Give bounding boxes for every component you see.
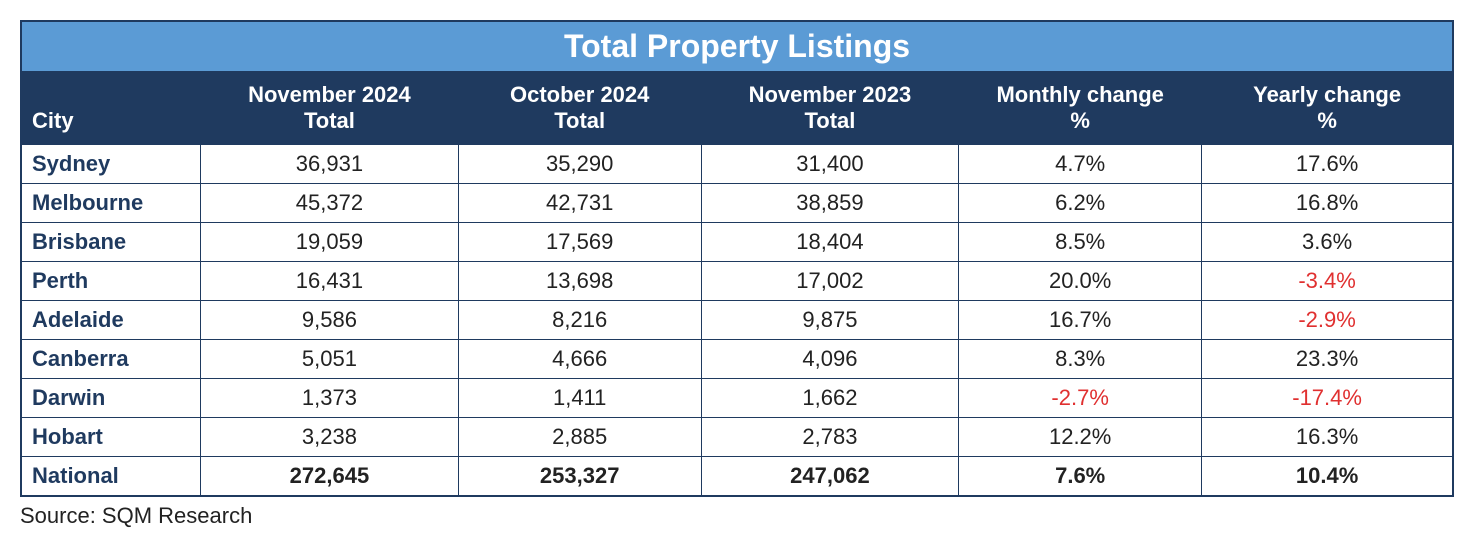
value-cell: 18,404 <box>701 223 958 262</box>
city-cell: Brisbane <box>22 223 201 262</box>
value-cell: 38,859 <box>701 184 958 223</box>
col-header-line1: October 2024 <box>510 82 649 107</box>
table-row: Hobart3,2382,8852,78312.2%16.3% <box>22 418 1452 457</box>
value-cell: 2,885 <box>458 418 701 457</box>
col-header-monthly: Monthly change % <box>959 72 1202 145</box>
monthly-change-cell: 4.7% <box>959 145 1202 184</box>
source-line: Source: SQM Research <box>20 503 1454 529</box>
table-body: Sydney36,93135,29031,4004.7%17.6%Melbour… <box>22 145 1452 496</box>
city-cell: Darwin <box>22 379 201 418</box>
value-cell: 35,290 <box>458 145 701 184</box>
yearly-change-cell: 10.4% <box>1202 457 1452 496</box>
monthly-change-cell: 12.2% <box>959 418 1202 457</box>
value-cell: 17,569 <box>458 223 701 262</box>
value-cell: 1,662 <box>701 379 958 418</box>
col-header-line2: Total <box>804 108 855 133</box>
value-cell: 31,400 <box>701 145 958 184</box>
value-cell: 42,731 <box>458 184 701 223</box>
col-header-yearly: Yearly change % <box>1202 72 1452 145</box>
col-header-line1: November 2023 <box>749 82 912 107</box>
listings-table: City November 2024 Total October 2024 To… <box>22 72 1452 495</box>
city-cell: Perth <box>22 262 201 301</box>
col-header-line2: % <box>1070 108 1090 133</box>
value-cell: 247,062 <box>701 457 958 496</box>
city-cell: Adelaide <box>22 301 201 340</box>
yearly-change-cell: 16.3% <box>1202 418 1452 457</box>
value-cell: 8,216 <box>458 301 701 340</box>
monthly-change-cell: -2.7% <box>959 379 1202 418</box>
table-row: Adelaide9,5868,2169,87516.7%-2.9% <box>22 301 1452 340</box>
value-cell: 16,431 <box>201 262 458 301</box>
value-cell: 9,875 <box>701 301 958 340</box>
value-cell: 1,373 <box>201 379 458 418</box>
yearly-change-cell: -3.4% <box>1202 262 1452 301</box>
value-cell: 253,327 <box>458 457 701 496</box>
monthly-change-cell: 7.6% <box>959 457 1202 496</box>
value-cell: 4,666 <box>458 340 701 379</box>
table-row: Canberra5,0514,6664,0968.3%23.3% <box>22 340 1452 379</box>
table-row: Melbourne45,37242,73138,8596.2%16.8% <box>22 184 1452 223</box>
col-header-line2: Total <box>304 108 355 133</box>
col-header-line1: November 2024 <box>248 82 411 107</box>
col-header-nov24: November 2024 Total <box>201 72 458 145</box>
value-cell: 272,645 <box>201 457 458 496</box>
value-cell: 13,698 <box>458 262 701 301</box>
city-cell: National <box>22 457 201 496</box>
monthly-change-cell: 8.5% <box>959 223 1202 262</box>
col-header-line2: % <box>1317 108 1337 133</box>
city-cell: Sydney <box>22 145 201 184</box>
table-header: City November 2024 Total October 2024 To… <box>22 72 1452 145</box>
value-cell: 36,931 <box>201 145 458 184</box>
value-cell: 5,051 <box>201 340 458 379</box>
value-cell: 9,586 <box>201 301 458 340</box>
city-cell: Melbourne <box>22 184 201 223</box>
col-header-nov23: November 2023 Total <box>701 72 958 145</box>
table-row: Sydney36,93135,29031,4004.7%17.6% <box>22 145 1452 184</box>
city-cell: Hobart <box>22 418 201 457</box>
col-header-line1: Monthly change <box>996 82 1163 107</box>
value-cell: 2,783 <box>701 418 958 457</box>
value-cell: 3,238 <box>201 418 458 457</box>
col-header-line2: Total <box>554 108 605 133</box>
col-header-line1: Yearly change <box>1253 82 1401 107</box>
col-header-city: City <box>22 72 201 145</box>
yearly-change-cell: -2.9% <box>1202 301 1452 340</box>
city-cell: Canberra <box>22 340 201 379</box>
yearly-change-cell: 3.6% <box>1202 223 1452 262</box>
value-cell: 4,096 <box>701 340 958 379</box>
table-title: Total Property Listings <box>22 22 1452 72</box>
table-row: Brisbane19,05917,56918,4048.5%3.6% <box>22 223 1452 262</box>
table-row: Perth16,43113,69817,00220.0%-3.4% <box>22 262 1452 301</box>
value-cell: 45,372 <box>201 184 458 223</box>
value-cell: 17,002 <box>701 262 958 301</box>
yearly-change-cell: 16.8% <box>1202 184 1452 223</box>
table-row: Darwin1,3731,4111,662-2.7%-17.4% <box>22 379 1452 418</box>
monthly-change-cell: 16.7% <box>959 301 1202 340</box>
monthly-change-cell: 6.2% <box>959 184 1202 223</box>
yearly-change-cell: -17.4% <box>1202 379 1452 418</box>
value-cell: 19,059 <box>201 223 458 262</box>
table-row: National272,645253,327247,0627.6%10.4% <box>22 457 1452 496</box>
property-listings-table: Total Property Listings City November 20… <box>20 20 1454 497</box>
yearly-change-cell: 17.6% <box>1202 145 1452 184</box>
col-header-oct24: October 2024 Total <box>458 72 701 145</box>
value-cell: 1,411 <box>458 379 701 418</box>
monthly-change-cell: 8.3% <box>959 340 1202 379</box>
yearly-change-cell: 23.3% <box>1202 340 1452 379</box>
monthly-change-cell: 20.0% <box>959 262 1202 301</box>
